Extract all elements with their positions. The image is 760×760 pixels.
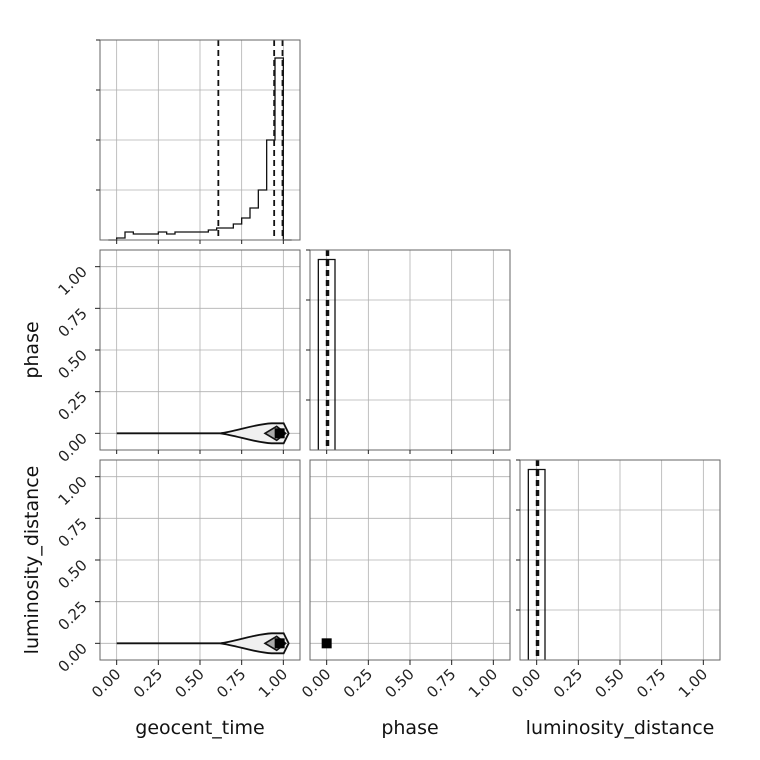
grid-layer — [100, 39, 720, 660]
x-axis-title-luminosity-distance: luminosity_distance — [526, 717, 715, 739]
y-tick-label: 0.50 — [54, 556, 90, 592]
density-peak-geocent-time-vs-phase — [274, 428, 285, 439]
y-tick-label: 0.75 — [54, 514, 90, 550]
y-tick-label: 0.25 — [54, 388, 90, 424]
x-tick-label: 0.25 — [130, 665, 166, 701]
y-tick-label: 0.50 — [54, 346, 90, 382]
ticks-layer: 0.00 0.25 0.50 0.75 1.00 0.00 0.25 0.50 0.75 1.00… — [54, 39, 711, 701]
x-tick-label: 0.50 — [171, 665, 207, 701]
y-axis-title-phase: phase — [21, 321, 43, 378]
x-tick-label: 0.00 — [508, 665, 544, 701]
x-tick-label: 0.25 — [550, 665, 586, 701]
x-tick-label: 0.00 — [88, 665, 124, 701]
density-point-phase-vs-luminosity-distance — [321, 638, 332, 649]
x-tick-label: 1.00 — [465, 665, 501, 701]
y-tick-label: 1.00 — [54, 263, 90, 299]
y-tick-label: 1.00 — [54, 473, 90, 509]
contour-outer-geocent-time-vs-phase — [116, 422, 290, 445]
histogram-geocent-time — [108, 57, 292, 241]
density-peak-geocent-time-vs-luminosity-distance — [274, 638, 285, 649]
contour-outer-geocent-time-vs-luminosity-distance — [116, 632, 290, 655]
data-layer — [108, 40, 546, 660]
x-tick-label: 0.50 — [381, 665, 417, 701]
x-tick-label: 1.00 — [675, 665, 711, 701]
labels-layer: geocent_time phase luminosity_distance p… — [21, 321, 714, 739]
x-tick-label: 0.50 — [591, 665, 627, 701]
histogram-phase — [317, 258, 336, 450]
y-axis-title-luminosity-distance: luminosity_distance — [21, 466, 43, 655]
x-axis-title-phase: phase — [381, 717, 438, 739]
x-tick-label: 0.75 — [423, 665, 459, 701]
x-tick-label: 0.25 — [340, 665, 376, 701]
x-tick-label: 0.00 — [298, 665, 334, 701]
y-tick-label: 0.75 — [54, 304, 90, 340]
histogram-luminosity-distance — [527, 468, 546, 660]
y-tick-label: 0.25 — [54, 598, 90, 634]
x-tick-label: 1.00 — [255, 665, 291, 701]
y-tick-label: 0.00 — [54, 429, 90, 465]
x-tick-label: 0.75 — [633, 665, 669, 701]
y-tick-label: 0.00 — [54, 639, 90, 675]
x-tick-label: 0.75 — [213, 665, 249, 701]
x-axis-title-geocent-time: geocent_time — [135, 717, 264, 739]
